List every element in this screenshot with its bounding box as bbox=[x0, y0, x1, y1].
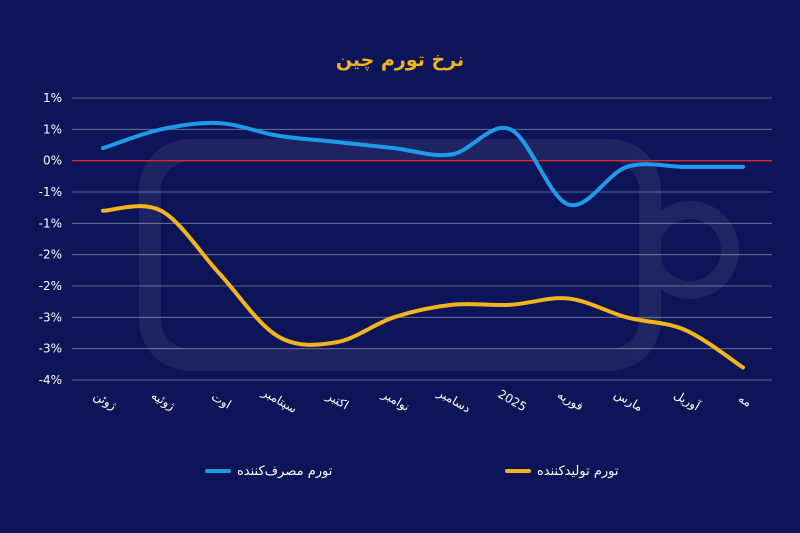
y-tick-label: -2% bbox=[39, 279, 62, 293]
data-point bbox=[683, 328, 687, 332]
x-tick-label: مه bbox=[736, 391, 754, 410]
data-point bbox=[159, 209, 163, 213]
y-axis: 1% 1% 0% -1% -1% -2% -2% -3% -3% -4% bbox=[39, 91, 62, 387]
y-tick-label: -4% bbox=[39, 373, 62, 387]
data-point bbox=[624, 165, 629, 169]
data-point bbox=[741, 165, 745, 169]
data-point bbox=[333, 340, 338, 345]
data-point bbox=[392, 146, 396, 150]
data-point bbox=[508, 303, 513, 307]
y-tick-label: -1% bbox=[39, 216, 62, 230]
legend-label: تورم تولیدکننده bbox=[537, 464, 619, 479]
data-point bbox=[159, 127, 163, 132]
y-tick-label: 0% bbox=[43, 154, 62, 168]
data-point bbox=[450, 152, 454, 157]
y-tick-label: -1% bbox=[39, 185, 62, 199]
data-point bbox=[392, 315, 396, 320]
chart-title: نرخ تورم چین bbox=[336, 49, 464, 71]
data-point bbox=[683, 165, 687, 169]
y-tick-label: 1% bbox=[43, 122, 62, 136]
grid bbox=[72, 97, 772, 381]
data-point bbox=[450, 303, 454, 307]
data-point bbox=[566, 202, 571, 207]
data-point bbox=[101, 209, 105, 213]
y-tick-label: -3% bbox=[39, 342, 62, 356]
data-point bbox=[217, 121, 222, 125]
data-point bbox=[508, 127, 513, 132]
data-point bbox=[333, 140, 338, 144]
data-point bbox=[101, 146, 105, 150]
series-line-1 bbox=[101, 204, 745, 370]
data-point bbox=[566, 296, 571, 301]
y-tick-label: -2% bbox=[39, 248, 62, 262]
y-tick-label: 1% bbox=[43, 91, 62, 105]
data-point bbox=[624, 315, 629, 320]
data-point bbox=[217, 271, 222, 276]
data-point bbox=[275, 334, 280, 338]
series-lines bbox=[101, 120, 745, 370]
y-tick-label: -3% bbox=[39, 310, 62, 324]
legend-label: تورم مصرف‌کننده bbox=[237, 464, 333, 479]
data-point bbox=[741, 365, 745, 370]
data-point bbox=[275, 133, 280, 138]
legend: تورم مصرف‌کننده تورم تولیدکننده bbox=[205, 464, 619, 479]
